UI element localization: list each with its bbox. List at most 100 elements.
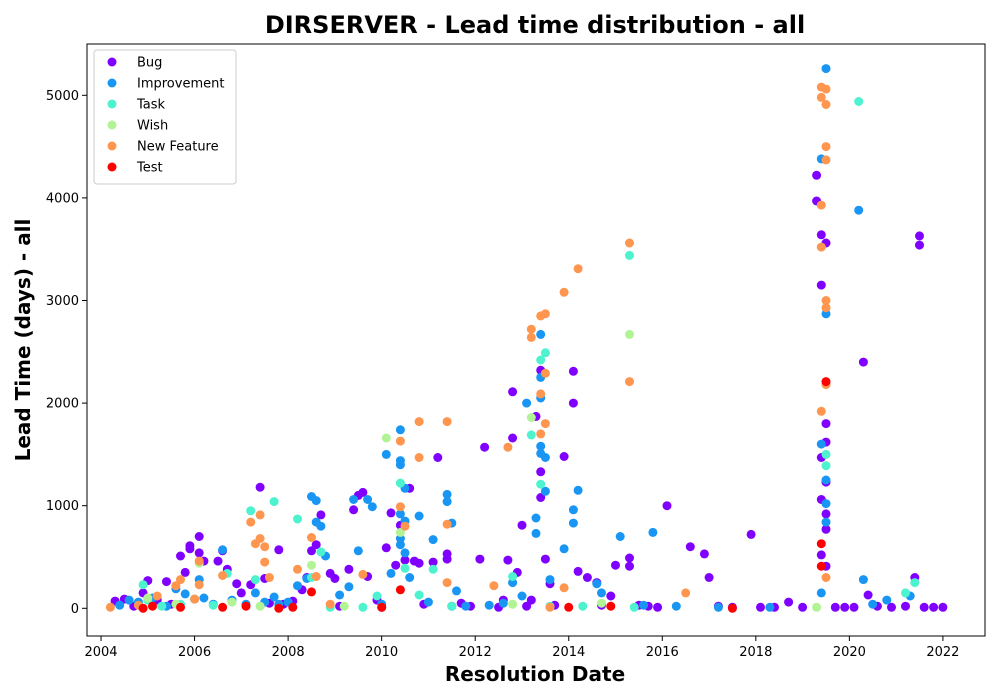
data-point <box>854 97 864 106</box>
data-point <box>816 561 826 571</box>
data-point <box>531 528 541 538</box>
x-tick-label: 2012 <box>459 645 492 660</box>
data-point <box>854 205 864 215</box>
data-point <box>597 588 606 598</box>
data-point <box>699 549 709 559</box>
data-point <box>713 602 723 612</box>
data-point <box>929 602 939 612</box>
data-point <box>176 602 185 612</box>
data-point <box>648 527 658 537</box>
data-point <box>307 533 316 542</box>
data-point <box>662 501 672 511</box>
data-point <box>194 532 204 541</box>
data-point <box>442 578 452 588</box>
data-point <box>671 601 681 611</box>
data-point <box>218 545 228 555</box>
legend-marker <box>107 78 117 88</box>
data-point <box>522 398 532 408</box>
data-point <box>442 417 452 427</box>
legend-box <box>93 49 237 185</box>
legend-marker <box>107 120 117 130</box>
data-point <box>765 602 775 612</box>
data-point <box>480 442 490 452</box>
data-point <box>414 511 424 521</box>
data-point <box>395 460 405 470</box>
data-point <box>821 377 831 387</box>
data-point <box>540 486 550 496</box>
y-tick-label: 5000 <box>46 89 79 104</box>
data-point <box>746 529 756 539</box>
data-point <box>405 573 415 582</box>
y-tick-label: 2000 <box>46 397 79 412</box>
data-point <box>540 348 550 358</box>
data-point <box>540 368 550 378</box>
data-point <box>194 580 204 590</box>
data-point <box>447 601 457 611</box>
y-axis: 0 1000 2000 3000 4000 5000 <box>46 89 87 617</box>
x-tick-label: 2004 <box>84 645 117 660</box>
data-point <box>821 509 831 519</box>
data-point <box>821 142 831 152</box>
data-point <box>526 324 536 334</box>
data-point <box>105 602 115 612</box>
x-tick-label: 2014 <box>552 645 585 660</box>
data-point <box>821 100 831 109</box>
data-point <box>199 593 209 603</box>
data-point <box>386 568 396 578</box>
data-point <box>428 564 438 574</box>
data-point <box>414 417 424 427</box>
data-point <box>816 406 826 416</box>
data-point <box>540 453 550 462</box>
series-wish <box>143 329 822 612</box>
data-point <box>255 510 265 520</box>
legend-marker <box>107 141 117 151</box>
data-point <box>255 601 265 611</box>
data-point <box>194 548 204 558</box>
data-point <box>625 238 634 248</box>
data-point <box>372 591 382 601</box>
data-point <box>377 602 387 612</box>
data-point <box>508 433 518 443</box>
data-point <box>816 230 826 240</box>
data-point <box>821 524 831 534</box>
data-point <box>344 582 354 592</box>
data-point <box>152 591 162 601</box>
series-new-feature <box>105 82 831 612</box>
data-point <box>938 602 948 612</box>
data-point <box>381 543 391 553</box>
data-point <box>821 296 831 305</box>
data-point <box>124 595 134 605</box>
data-point <box>358 487 368 497</box>
data-point <box>400 521 410 531</box>
data-point <box>274 545 284 555</box>
data-point <box>208 600 218 610</box>
data-point <box>157 601 167 611</box>
data-point <box>218 571 228 580</box>
data-point <box>517 591 527 601</box>
data-point <box>597 598 606 608</box>
data-point <box>250 575 260 585</box>
data-point <box>395 425 405 435</box>
x-tick-label: 2020 <box>833 645 866 660</box>
data-point <box>816 92 826 102</box>
data-point <box>582 573 592 582</box>
data-point <box>536 479 546 489</box>
legend-marker <box>107 162 117 172</box>
data-point <box>260 557 270 567</box>
x-axis-label: Resolution Date <box>445 662 625 686</box>
data-point <box>536 329 546 339</box>
data-point <box>442 554 452 564</box>
data-point <box>138 603 148 613</box>
x-tick-label: 2016 <box>646 645 679 660</box>
data-point <box>484 600 494 610</box>
data-point <box>344 564 354 574</box>
data-point <box>540 309 550 319</box>
data-point <box>564 602 574 612</box>
data-point <box>526 332 536 342</box>
data-point <box>816 280 826 290</box>
data-point <box>559 452 569 461</box>
data-point <box>232 579 242 589</box>
data-point <box>573 485 583 495</box>
data-point <box>293 514 302 524</box>
data-point <box>592 579 602 589</box>
